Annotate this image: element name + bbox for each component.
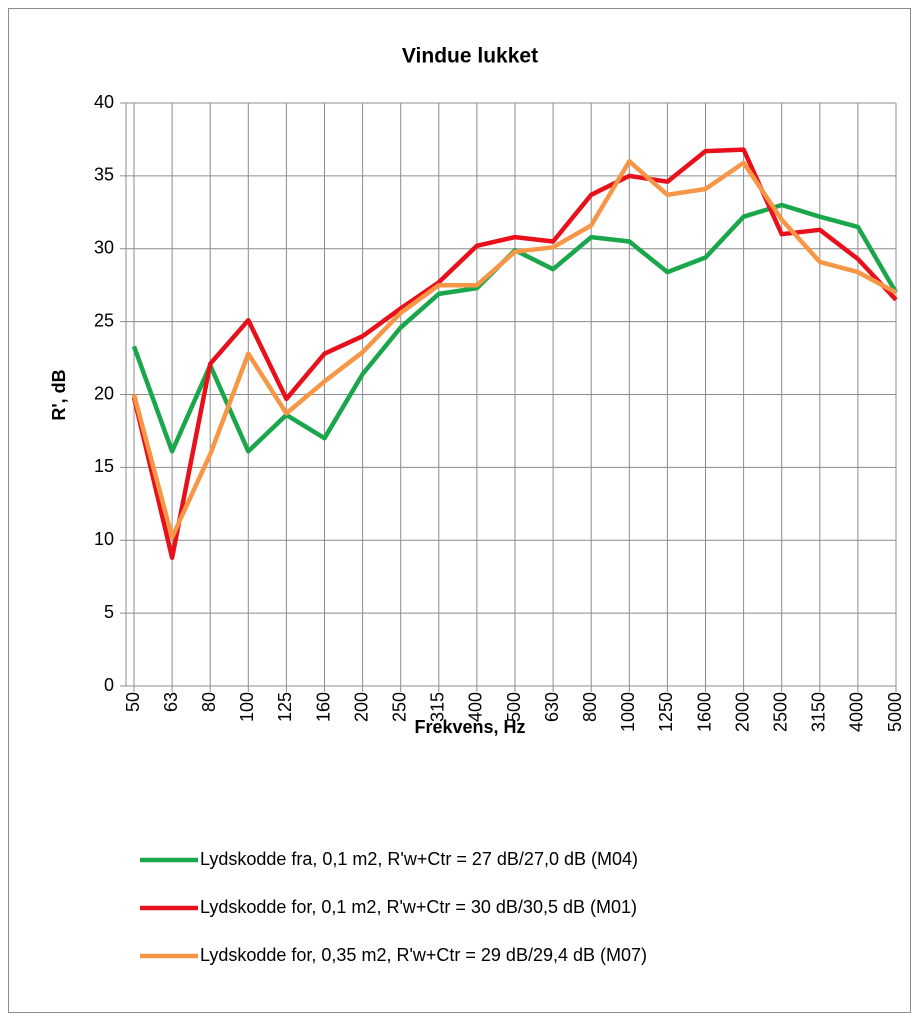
x-tick-label: 3150	[809, 692, 829, 732]
x-tick-label: 2000	[732, 692, 752, 732]
x-tick-label: 250	[389, 692, 409, 722]
x-tick-label: 500	[504, 692, 524, 722]
legend-label: Lydskodde for, 0,1 m2, R'w+Ctr = 30 dB/3…	[200, 897, 637, 917]
x-tick-label: 4000	[847, 692, 867, 732]
x-tick-label: 63	[161, 692, 181, 712]
y-tick-label: 10	[94, 529, 114, 549]
x-tick-label: 2500	[770, 692, 790, 732]
y-tick-label: 25	[94, 310, 114, 330]
legend-label: Lydskodde fra, 0,1 m2, R'w+Ctr = 27 dB/2…	[200, 849, 638, 869]
legend-label: Lydskodde for, 0,35 m2, R'w+Ctr = 29 dB/…	[200, 945, 647, 965]
x-tick-label: 100	[237, 692, 257, 722]
y-tick-label: 5	[104, 602, 114, 622]
x-tick-label: 200	[351, 692, 371, 722]
y-axis-label: R', dB	[49, 369, 69, 420]
x-tick-label: 800	[580, 692, 600, 722]
x-axis-label: Frekvens, Hz	[414, 717, 525, 737]
x-tick-label: 50	[123, 692, 143, 712]
x-tick-label: 400	[466, 692, 486, 722]
x-tick-label: 1000	[618, 692, 638, 732]
x-tick-label: 1600	[694, 692, 714, 732]
x-tick-label: 80	[199, 692, 219, 712]
y-tick-label: 35	[94, 165, 114, 185]
x-tick-label: 125	[275, 692, 295, 722]
x-tick-label: 1250	[656, 692, 676, 732]
series-line	[131, 159, 898, 540]
y-tick-label: 15	[94, 456, 114, 476]
chart-title: Vindue lukket	[402, 45, 538, 68]
series-line	[131, 147, 898, 560]
y-tick-label: 40	[94, 92, 114, 112]
y-tick-label: 30	[94, 238, 114, 258]
y-tick-label: 20	[94, 383, 114, 403]
x-tick-label: 160	[313, 692, 333, 722]
x-tick-label: 5000	[885, 692, 905, 732]
x-tick-label: 630	[542, 692, 562, 722]
x-tick-label: 315	[428, 692, 448, 722]
y-tick-label: 0	[104, 675, 114, 695]
